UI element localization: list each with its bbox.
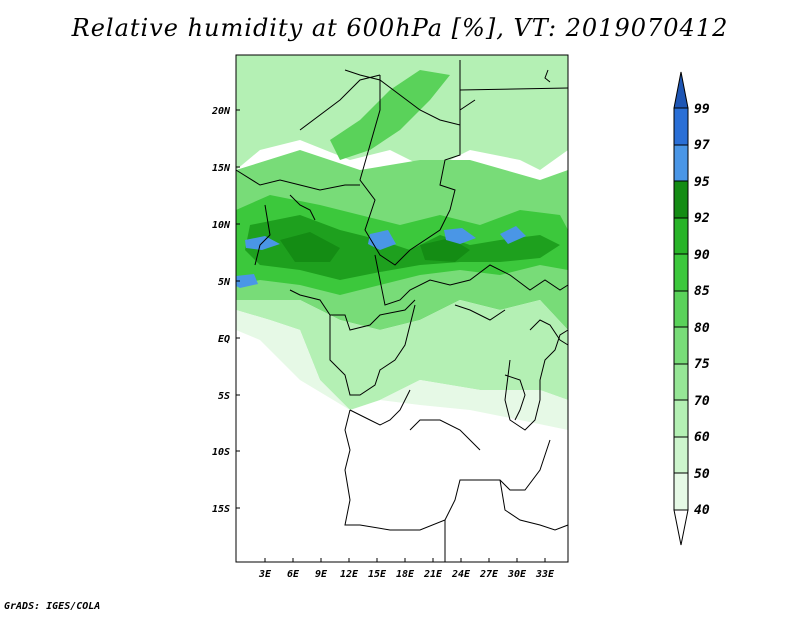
- lat-label-10n: 10N: [212, 220, 231, 231]
- lon-label-18e: 18E: [396, 569, 415, 580]
- grads-credit: GrADS: IGES/COLA: [4, 601, 101, 612]
- colorbar-label-80: 80: [694, 321, 710, 336]
- lon-label-15e: 15E: [368, 569, 387, 580]
- map-frame: [235, 54, 569, 563]
- lat-label-5n: 5N: [218, 277, 231, 288]
- colorbar-label-50: 50: [694, 467, 710, 482]
- colorbar-label-99: 99: [694, 102, 710, 117]
- lat-label-15n: 15N: [212, 163, 231, 174]
- colorbar-segment-60-70: [673, 399, 689, 438]
- colorbar-segment-40-50: [673, 472, 689, 511]
- colorbar-top-arrow: [673, 71, 689, 109]
- lon-label-21e: 21E: [423, 569, 443, 580]
- colorbar-segment-50-60: [673, 436, 689, 474]
- colorbar-segment-85-90: [673, 253, 689, 292]
- lat-label-5s: 5S: [218, 391, 230, 402]
- lat-label-10s: 10S: [212, 447, 230, 458]
- lat-label-15s: 15S: [212, 504, 230, 515]
- lon-label-9e: 9E: [315, 569, 328, 580]
- colorbar-segment-75-80: [673, 326, 689, 365]
- country-boundaries: [235, 60, 569, 562]
- colorbar-bottom-arrow: [673, 509, 689, 546]
- lon-label-24e: 24E: [451, 569, 471, 580]
- colorbar-segment-70-75: [673, 363, 689, 401]
- lon-label-33e: 33E: [535, 569, 555, 580]
- colorbar-segment-97-99: [673, 107, 689, 146]
- colorbar-label-97: 97: [694, 138, 710, 153]
- longitude-axis: 3E 6E 9E 12E 15E 18E 21E 24E 27E 30E 33E: [258, 558, 555, 580]
- colorbar-label-70: 70: [694, 394, 710, 409]
- map-title: Relative humidity at 600hPa [%], VT: 201…: [71, 14, 729, 42]
- colorbar-segment-80-85: [673, 290, 689, 328]
- colorbar-label-40: 40: [694, 503, 710, 518]
- latitude-axis: 20N 15N 10N 5N EQ 5S 10S 15S: [211, 106, 240, 515]
- lon-label-3e: 3E: [258, 569, 272, 580]
- lon-label-12e: 12E: [340, 569, 359, 580]
- humidity-field: [236, 55, 568, 430]
- colorbar-segment-90-92: [673, 217, 689, 255]
- colorbar-label-95: 95: [694, 175, 710, 190]
- colorbar-segment-92-95: [673, 180, 689, 219]
- lat-label-eq: EQ: [218, 334, 230, 345]
- lon-label-27e: 27E: [479, 569, 499, 580]
- colorbar-label-92: 92: [694, 211, 710, 226]
- lon-label-30e: 30E: [507, 569, 527, 580]
- colorbar-label-60: 60: [694, 430, 710, 445]
- map-panel: [235, 54, 569, 563]
- colorbar-label-85: 85: [694, 284, 710, 299]
- lon-label-6e: 6E: [287, 569, 300, 580]
- colorbar-label-90: 90: [694, 248, 710, 263]
- colorbar-label-75: 75: [694, 357, 710, 372]
- lat-label-20n: 20N: [211, 106, 231, 117]
- colorbar: 40 50 60 70 75 80 85 90 92 95 97 99: [673, 71, 710, 546]
- colorbar-segment-95-97: [673, 144, 689, 182]
